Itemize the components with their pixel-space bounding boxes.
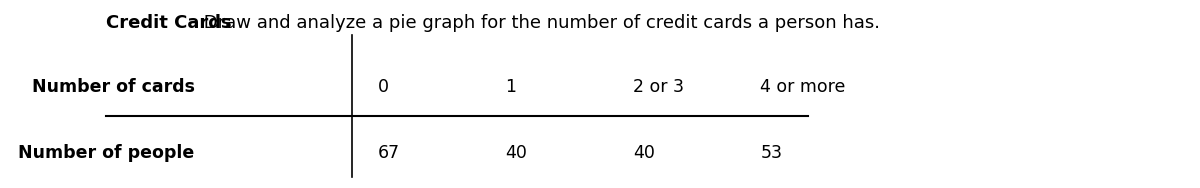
Text: 0: 0 xyxy=(378,78,389,96)
Text: 40: 40 xyxy=(632,144,655,162)
Text: Number of cards: Number of cards xyxy=(31,78,194,96)
Text: 1: 1 xyxy=(505,78,516,96)
Text: Credit Cards: Credit Cards xyxy=(106,14,232,32)
Text: 2 or 3: 2 or 3 xyxy=(632,78,684,96)
Text: 67: 67 xyxy=(378,144,400,162)
Text: 53: 53 xyxy=(761,144,782,162)
Text: Number of people: Number of people xyxy=(18,144,194,162)
Text: 40: 40 xyxy=(505,144,527,162)
Text: 4 or more: 4 or more xyxy=(761,78,846,96)
Text: Draw and analyze a pie graph for the number of credit cards a person has.: Draw and analyze a pie graph for the num… xyxy=(198,14,880,32)
